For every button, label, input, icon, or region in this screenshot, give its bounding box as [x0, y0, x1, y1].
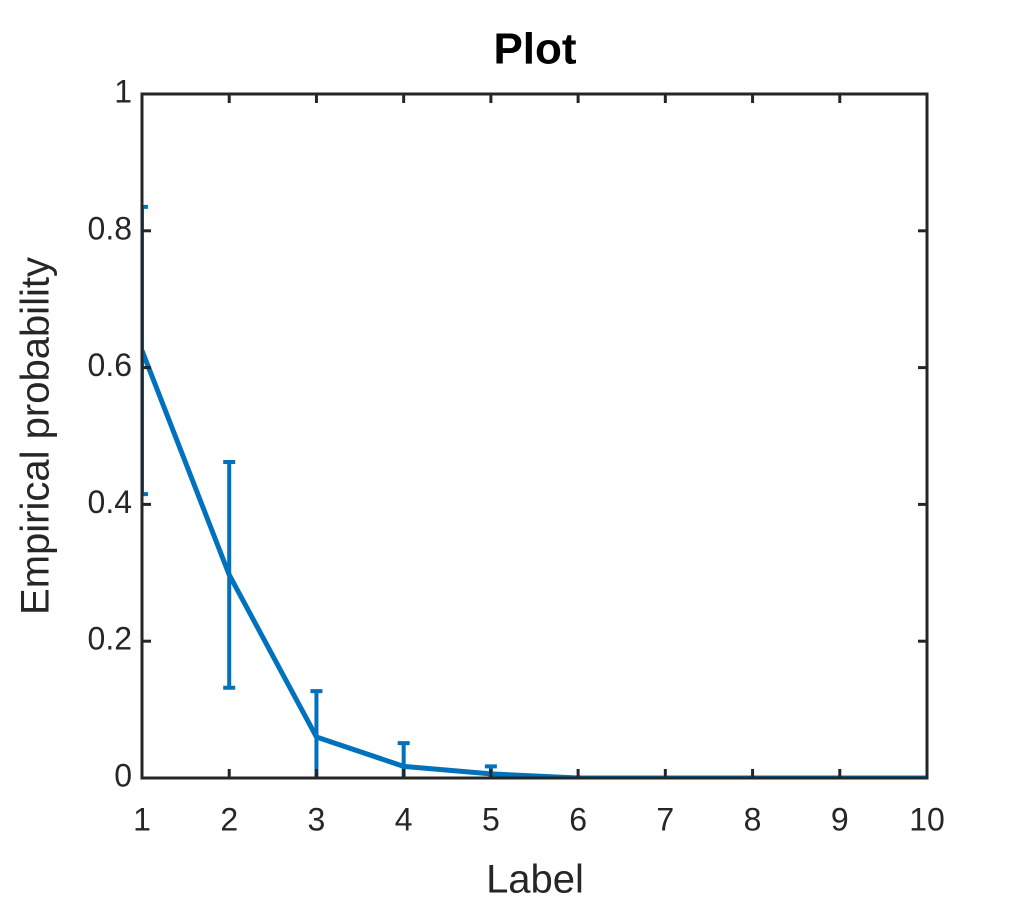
error-bar — [397, 741, 410, 778]
data-line — [142, 349, 927, 778]
x-tick-label: 3 — [308, 801, 326, 837]
y-axis-label: Empirical probability — [14, 257, 58, 615]
x-tick-label: 2 — [220, 801, 238, 837]
plot-area — [142, 204, 927, 778]
error-bar — [223, 459, 236, 690]
y-tick-label: 0.8 — [88, 210, 132, 246]
x-tick-label: 7 — [656, 801, 674, 837]
x-tick-label: 10 — [909, 801, 945, 837]
x-axis-label: Label — [486, 858, 584, 902]
y-tick-label: 0.6 — [88, 347, 132, 383]
x-tick-label: 8 — [744, 801, 762, 837]
y-tick-label: 0.2 — [88, 621, 132, 657]
x-tick-label: 6 — [569, 801, 587, 837]
y-tick-label: 1 — [114, 73, 132, 109]
error-bar-path — [223, 459, 236, 690]
x-tick-label: 5 — [482, 801, 500, 837]
y-tick-label: 0.4 — [88, 484, 132, 520]
x-tick-label: 9 — [831, 801, 849, 837]
x-tick-label: 4 — [395, 801, 413, 837]
error-bar — [310, 689, 323, 778]
axes-box — [140, 92, 929, 780]
chart-title: Plot — [493, 25, 576, 74]
error-bar-path — [142, 204, 148, 497]
error-bar-path — [397, 741, 410, 778]
error-bar — [142, 204, 148, 497]
error-bar-path — [310, 689, 323, 778]
x-tick-label: 1 — [133, 801, 151, 837]
y-tick-label: 0 — [114, 757, 132, 793]
